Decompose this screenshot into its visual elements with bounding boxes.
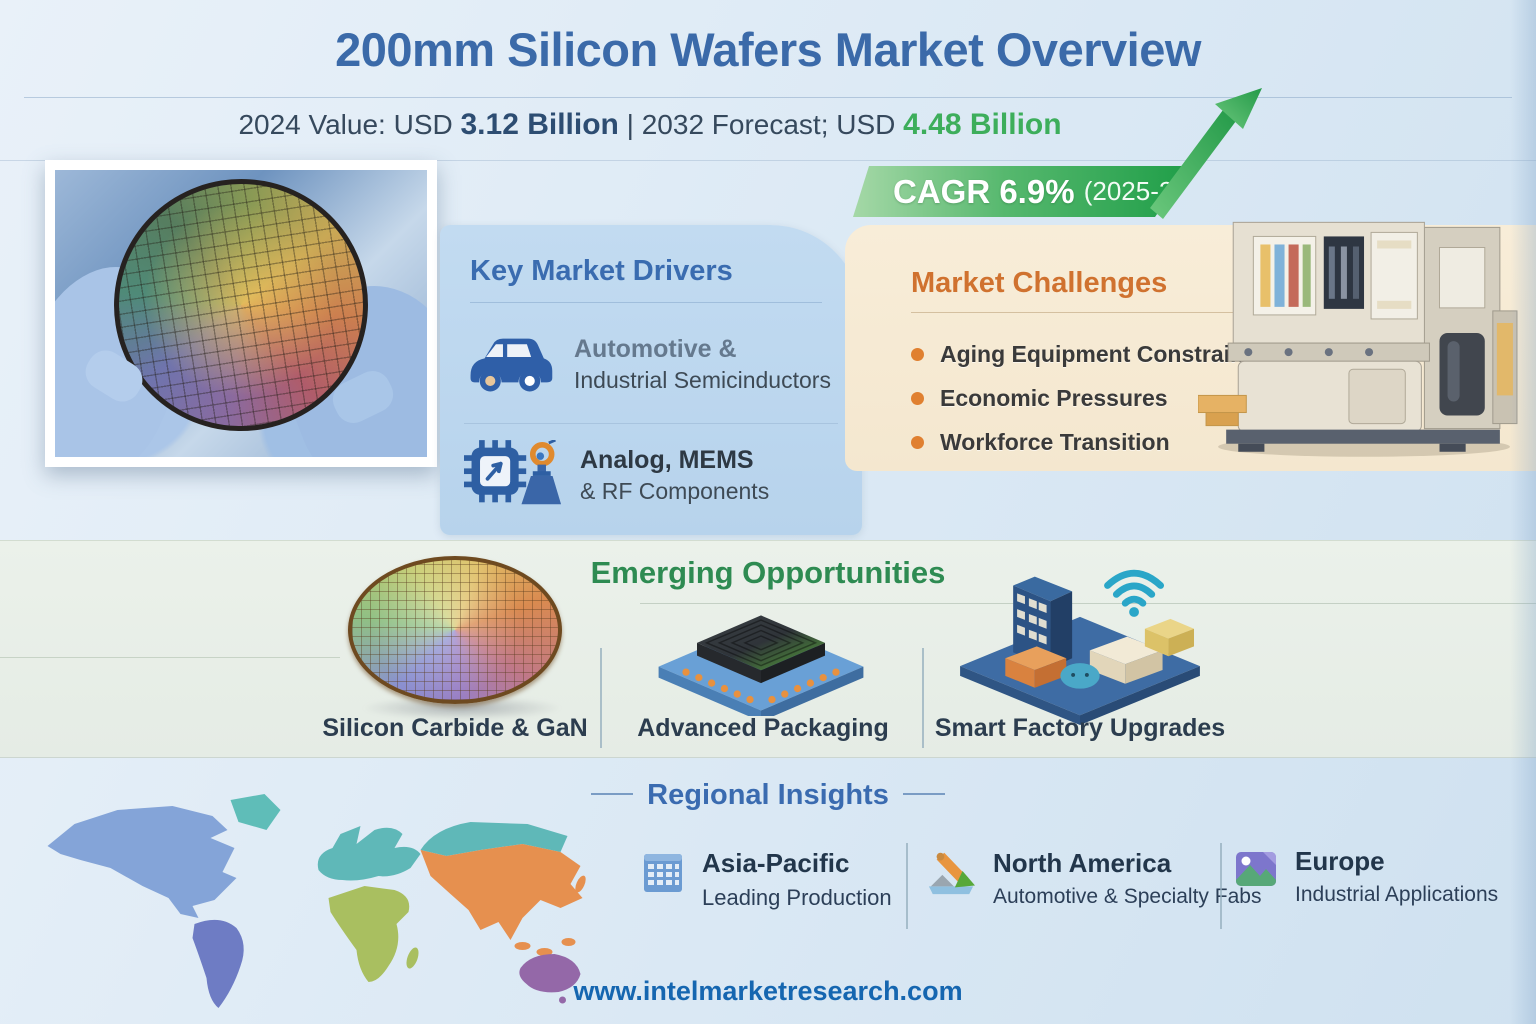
- challenge-label: Workforce Transition: [940, 429, 1170, 455]
- region-item-europe: Europe Industrial Applications: [1233, 846, 1498, 907]
- car-icon: [470, 338, 553, 392]
- page-title: 200mm Silicon Wafers Market Overview: [335, 23, 1201, 76]
- challenges-heading: Market Challenges: [911, 267, 1241, 313]
- chip-flask-icon: [464, 440, 562, 505]
- footer: www.intelmarketresearch.com: [0, 976, 1536, 1007]
- region-name: Europe: [1295, 846, 1385, 876]
- region-text: Europe Industrial Applications: [1295, 846, 1498, 907]
- driver-line1: Analog, MEMS: [580, 445, 754, 474]
- driver-item-analog: Analog, MEMS & RF Components: [464, 423, 838, 510]
- decor-line: [0, 657, 340, 658]
- region-name: Asia-Pacific: [702, 848, 850, 878]
- smart-factory-illustration: [960, 569, 1200, 726]
- map-europe: [317, 826, 421, 881]
- driver-line1: Automotive &: [574, 334, 737, 363]
- driver-item-automotive: Automotive & Industrial Semicinductors: [464, 333, 831, 395]
- map-island: [536, 948, 553, 956]
- opportunity-label-smart-factory: Smart Factory Upgrades: [934, 714, 1226, 742]
- map-africa: [328, 886, 410, 982]
- decor-line: [640, 603, 1536, 604]
- region-item-asia-pacific: Asia-Pacific Leading Production: [640, 848, 892, 911]
- title-divider: [24, 97, 1512, 98]
- region-text: Asia-Pacific Leading Production: [702, 848, 892, 911]
- opportunity-label-advanced-packaging: Advanced Packaging: [637, 714, 889, 742]
- key-market-drivers-panel: Key Market Drivers Automotive & Industri…: [440, 225, 862, 535]
- bullet-dot-icon: [911, 392, 924, 405]
- map-greenland: [230, 794, 281, 830]
- challenge-item: Aging Equipment Constraints: [911, 341, 1291, 368]
- wifi-icon: [1104, 569, 1165, 607]
- challenge-label: Economic Pressures: [940, 385, 1168, 411]
- map-north-asia: [420, 822, 568, 856]
- subtitle-prefix: 2024 Value: USD: [238, 109, 461, 140]
- driver-text-automotive: Automotive & Industrial Semicinductors: [574, 335, 831, 394]
- region-text: North America Automotive & Specialty Fab…: [993, 848, 1261, 909]
- wafer-illustration: [348, 556, 562, 704]
- edge-shading: [1510, 0, 1536, 1024]
- wafer-die-grid: [352, 560, 558, 700]
- challenge-label: Aging Equipment Constraints: [940, 341, 1265, 367]
- drivers-heading: Key Market Drivers: [470, 255, 822, 303]
- landscape-icon: [1236, 852, 1276, 886]
- divider: [922, 648, 924, 748]
- map-south-america: [192, 919, 244, 1008]
- map-island: [561, 938, 576, 946]
- map-japan: [575, 875, 586, 893]
- regional-insights-heading: Regional Insights: [0, 779, 1536, 812]
- opportunities-heading: Emerging Opportunities: [590, 555, 946, 590]
- building-windows: [1017, 593, 1047, 645]
- bullet-dot-icon: [911, 348, 924, 361]
- bullet-dot-icon: [911, 436, 924, 449]
- wafer-photo-scene: [55, 170, 427, 457]
- divider: [906, 843, 908, 929]
- challenges-list: Aging Equipment Constraints Economic Pre…: [911, 341, 1291, 473]
- challenge-item: Economic Pressures: [911, 385, 1291, 412]
- growth-arrow-icon: [1150, 88, 1262, 219]
- flask-icon: [521, 440, 562, 505]
- region-name: North America: [993, 848, 1172, 878]
- market-value-line: 2024 Value: USD 3.12 Billion | 2032 Fore…: [0, 108, 1300, 142]
- solder-balls: [682, 668, 840, 704]
- divider: [1220, 843, 1222, 929]
- region-item-north-america: North America Automotive & Specialty Fab…: [925, 848, 1261, 909]
- subtitle-divider: [0, 160, 1536, 161]
- footer-link[interactable]: www.intelmarketresearch.com: [573, 976, 963, 1006]
- driver-line2: Industrial Semicinductors: [574, 366, 831, 393]
- wafer-photo: [45, 160, 437, 467]
- map-asia: [420, 844, 583, 940]
- fab-crane-icon: [928, 852, 975, 895]
- map-island: [514, 942, 531, 950]
- challenge-item: Workforce Transition: [911, 429, 1291, 456]
- fab-machine-illustration: [1198, 221, 1518, 457]
- driver-line2: & RF Components: [580, 477, 770, 504]
- cagr-ribbon: CAGR 6.9% (2025-2032): [853, 166, 1191, 217]
- driver-text-analog: Analog, MEMS & RF Components: [580, 446, 769, 505]
- world-map: [47, 794, 586, 1008]
- value-2024: 3.12 Billion: [460, 108, 619, 141]
- cagr-value: CAGR 6.9%: [893, 172, 1084, 210]
- divider: [600, 648, 602, 748]
- value-2032: 4.48 Billion: [903, 108, 1062, 141]
- map-madagascar: [406, 947, 419, 969]
- map-tasmania: [559, 996, 566, 1004]
- region-desc: Automotive & Specialty Fabs: [993, 885, 1262, 908]
- chip-package-illustration: [658, 615, 864, 716]
- map-australia: [519, 954, 581, 993]
- map-north-america: [47, 806, 237, 918]
- subtitle-mid: | 2032 Forecast; USD: [618, 109, 904, 140]
- region-desc: Industrial Applications: [1295, 883, 1499, 906]
- building-icon: [644, 854, 682, 892]
- opportunity-label-sic-gan: Silicon Carbide & GaN: [322, 714, 588, 742]
- region-desc: Leading Production: [702, 885, 892, 910]
